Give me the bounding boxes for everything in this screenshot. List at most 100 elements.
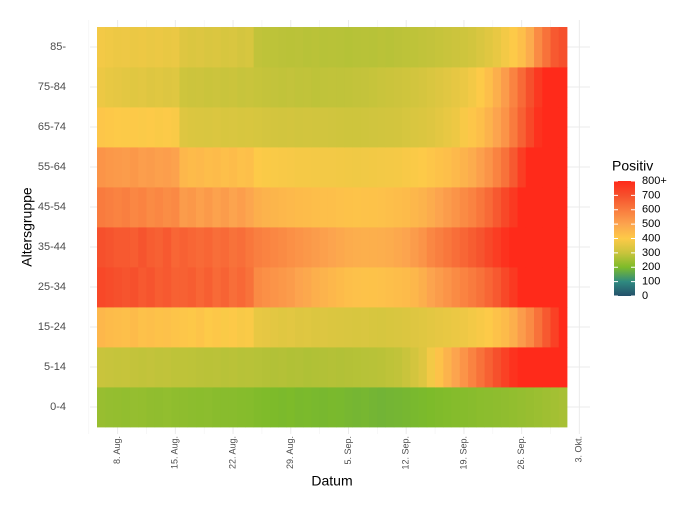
heatmap-cell — [220, 187, 230, 228]
heatmap-cell — [311, 227, 321, 268]
heatmap-cell — [253, 67, 263, 108]
heatmap-cell — [286, 307, 296, 348]
heatmap-cell — [138, 107, 147, 148]
heatmap-cell — [129, 307, 139, 348]
heatmap-cell — [270, 27, 279, 68]
heatmap-cell — [179, 187, 189, 228]
heatmap-cell — [162, 147, 172, 188]
heatmap-cell — [138, 307, 147, 348]
heatmap-cell — [278, 347, 288, 388]
heatmap-cell — [369, 27, 378, 68]
heatmap-cell — [459, 227, 469, 268]
heatmap-cell — [468, 267, 477, 308]
heatmap-cell — [492, 147, 502, 188]
heatmap-cell — [377, 267, 386, 308]
heatmap-cell — [336, 147, 345, 188]
heatmap-cell — [377, 67, 386, 108]
heatmap-cell — [294, 307, 304, 348]
heatmap-cell — [204, 187, 213, 228]
heatmap-cell — [294, 267, 304, 308]
heatmap-cell — [459, 187, 469, 228]
heatmap-cell — [385, 147, 395, 188]
heatmap-cell — [228, 187, 238, 228]
heatmap-cell — [212, 107, 222, 148]
heatmap-cell — [360, 267, 370, 308]
colorbar-label: 500 — [642, 218, 660, 230]
heatmap-cell — [154, 267, 164, 308]
heatmap-cell — [138, 227, 147, 268]
heatmap-cell — [344, 107, 354, 148]
heatmap-cell — [121, 27, 131, 68]
heatmap-cell — [402, 67, 411, 108]
heatmap-cell — [171, 347, 180, 388]
heatmap-cell — [410, 267, 419, 308]
heatmap-cell — [129, 387, 139, 428]
heatmap-cell — [261, 147, 271, 188]
heatmap-cell — [517, 267, 527, 308]
y-tick-label: 75-84 — [38, 81, 66, 93]
heatmap-cell — [311, 67, 321, 108]
heatmap-cell — [344, 227, 354, 268]
heatmap-cell — [459, 107, 469, 148]
heatmap-cell — [179, 107, 189, 148]
heatmap-cell — [97, 147, 106, 188]
heatmap-cell — [303, 67, 312, 108]
heatmap-cell — [171, 187, 180, 228]
heatmap-cell — [484, 147, 494, 188]
heatmap-cell — [501, 307, 510, 348]
heatmap-cell — [550, 147, 560, 188]
heatmap-cell — [369, 387, 378, 428]
heatmap-cell — [418, 347, 428, 388]
heatmap-cell — [459, 147, 469, 188]
heatmap-cell — [484, 387, 494, 428]
heatmap-cell — [492, 267, 502, 308]
heatmap-cell — [435, 387, 444, 428]
heatmap-cell — [303, 267, 312, 308]
heatmap-cell — [558, 387, 568, 428]
heatmap-cell — [426, 307, 436, 348]
heatmap-cell — [253, 307, 263, 348]
heatmap-cell — [253, 347, 263, 388]
heatmap-cell — [542, 187, 551, 228]
heatmap-cell — [369, 67, 378, 108]
heatmap-cell — [270, 347, 279, 388]
heatmap-cell — [319, 147, 329, 188]
heatmap-cell — [336, 187, 345, 228]
heatmap-cell — [385, 187, 395, 228]
heatmap-cell — [558, 27, 568, 68]
heatmap-cell — [336, 107, 345, 148]
y-axis-title: Altersgruppe — [19, 187, 35, 267]
heatmap-cell — [278, 107, 288, 148]
heatmap-cell — [468, 347, 477, 388]
heatmap-cell — [377, 27, 386, 68]
heatmap-cell — [468, 387, 477, 428]
heatmap-cell — [113, 307, 123, 348]
heatmap-cell — [146, 187, 156, 228]
heatmap-cell — [138, 387, 147, 428]
heatmap-cell — [303, 307, 312, 348]
heatmap-cell — [303, 387, 312, 428]
heatmap-cell — [393, 147, 403, 188]
heatmap-cell — [410, 347, 419, 388]
heatmap-cell — [435, 267, 444, 308]
heatmap-cell — [286, 27, 296, 68]
heatmap-cell — [501, 147, 510, 188]
heatmap-cell — [237, 227, 246, 268]
heatmap-cell — [443, 267, 452, 308]
heatmap-cell — [443, 187, 452, 228]
heatmap-cell — [509, 387, 518, 428]
heatmap-cell — [253, 107, 263, 148]
y-tick-label: 65-74 — [38, 121, 66, 133]
heatmap-cell — [212, 387, 222, 428]
heatmap-cell — [385, 27, 395, 68]
heatmap-cell — [270, 107, 279, 148]
heatmap-cell — [550, 307, 560, 348]
heatmap-cell — [303, 107, 312, 148]
heatmap-cell — [212, 147, 222, 188]
heatmap-cell — [228, 307, 238, 348]
heatmap-cell — [418, 107, 428, 148]
heatmap-cell — [97, 387, 106, 428]
heatmap-cell — [352, 387, 362, 428]
heatmap-cell — [187, 187, 197, 228]
